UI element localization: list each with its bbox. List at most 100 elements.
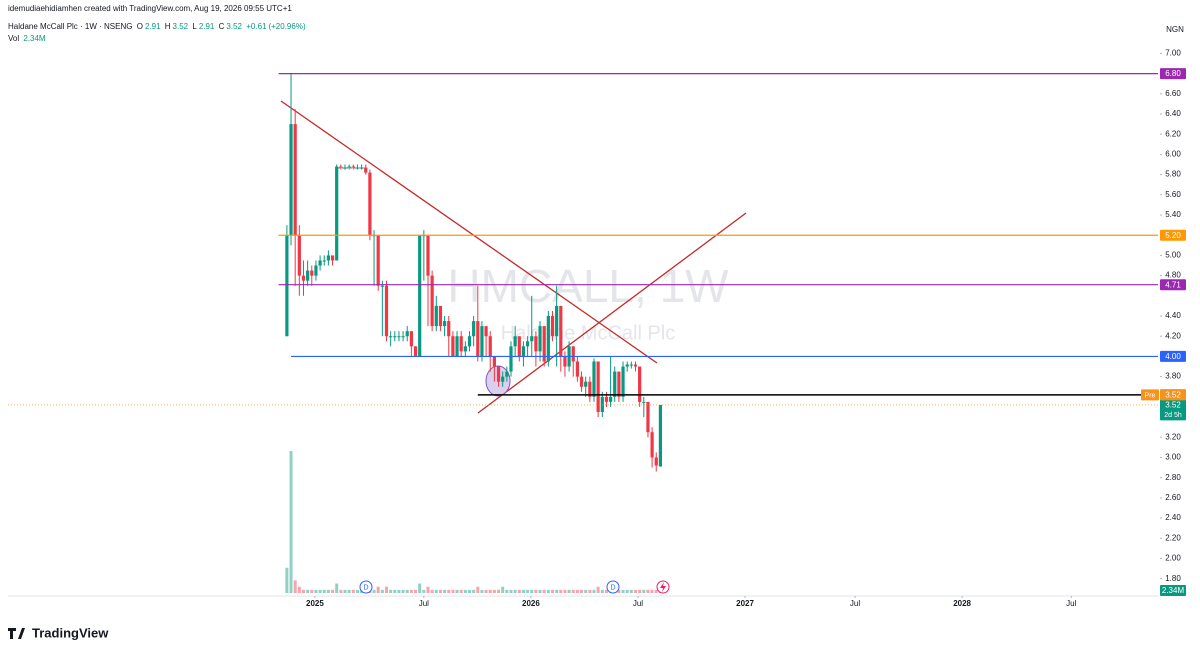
volume-bar bbox=[451, 589, 455, 593]
candle-body bbox=[364, 167, 368, 173]
candle-body bbox=[559, 305, 563, 357]
volume-bar bbox=[314, 589, 318, 593]
candle-body bbox=[393, 336, 397, 338]
candle-body bbox=[351, 166, 355, 168]
candle-body bbox=[650, 432, 654, 458]
volume-bar bbox=[430, 589, 434, 593]
volume-bar bbox=[484, 589, 488, 593]
pre-label: Pre bbox=[1145, 392, 1156, 399]
y-tick-label: 6.00 bbox=[1165, 150, 1181, 159]
volume-bar bbox=[580, 589, 584, 593]
volume-bar bbox=[418, 583, 422, 593]
y-tick-label: 2.80 bbox=[1165, 473, 1181, 482]
volume-bar bbox=[322, 589, 326, 593]
y-tick-label: 5.00 bbox=[1165, 251, 1181, 260]
candle-body bbox=[525, 341, 530, 347]
volume-bar bbox=[405, 589, 409, 593]
logo-mark bbox=[8, 628, 25, 639]
volume-bar bbox=[380, 589, 384, 593]
candle-body bbox=[451, 336, 455, 357]
dividend-icon[interactable] bbox=[606, 580, 620, 594]
candle-body bbox=[555, 305, 559, 337]
volume-bar bbox=[588, 589, 592, 593]
candle-body bbox=[314, 265, 318, 276]
volume-bar bbox=[397, 589, 401, 593]
volume-value: 2.34M bbox=[23, 34, 46, 43]
y-tick-label: 4.20 bbox=[1165, 331, 1181, 340]
x-tick-label: Jul bbox=[633, 599, 643, 608]
level-label: 5.20 bbox=[1165, 231, 1181, 240]
x-tick-label: Jul bbox=[1066, 599, 1076, 608]
volume-bar bbox=[509, 589, 513, 593]
x-tick-label: Jul bbox=[419, 599, 429, 608]
change-pct: (+20.96%) bbox=[268, 22, 306, 31]
candle-body bbox=[476, 321, 480, 357]
candle-body bbox=[359, 167, 364, 169]
dividend-label: D bbox=[610, 584, 615, 591]
dividend-icon[interactable] bbox=[359, 580, 373, 594]
level-label: 4.00 bbox=[1165, 352, 1181, 361]
dividend-label: D bbox=[363, 584, 368, 591]
candle-body bbox=[575, 361, 579, 377]
volume-bar bbox=[575, 589, 579, 593]
y-tick-label: 3.20 bbox=[1165, 432, 1181, 441]
x-tick-label: 2028 bbox=[953, 599, 971, 608]
volume-bar bbox=[409, 589, 413, 593]
volume-bar bbox=[335, 583, 339, 593]
volume-bar bbox=[592, 589, 596, 593]
volume-bar bbox=[488, 589, 492, 593]
countdown: 2d 5h bbox=[1164, 412, 1182, 419]
volume-bar bbox=[638, 589, 642, 593]
volume-bar bbox=[625, 589, 629, 593]
level-label: 6.80 bbox=[1165, 69, 1181, 78]
volume-bar bbox=[318, 589, 322, 593]
candle-body bbox=[459, 336, 463, 352]
volume-bar bbox=[293, 580, 297, 593]
candle-body bbox=[513, 336, 517, 347]
candle-body bbox=[405, 331, 409, 337]
change: +0.61 bbox=[246, 22, 267, 31]
volume-bar bbox=[443, 589, 447, 593]
y-tick-label: 6.40 bbox=[1165, 109, 1181, 118]
candle-body bbox=[658, 404, 662, 467]
candle-body bbox=[438, 305, 443, 327]
volume-bar bbox=[600, 589, 604, 593]
volume-bar bbox=[530, 589, 534, 593]
volume-bar bbox=[297, 586, 301, 593]
candle-body bbox=[409, 331, 413, 347]
credit: idemudiaehidiamhen created with TradingV… bbox=[8, 4, 294, 13]
volume-bar bbox=[306, 589, 310, 593]
candle-body bbox=[588, 381, 592, 397]
x-tick-label: 2026 bbox=[522, 599, 540, 608]
volume-bar bbox=[355, 589, 359, 593]
volume-bar bbox=[567, 589, 571, 593]
x-tick-label: 2027 bbox=[736, 599, 754, 608]
candle-body bbox=[579, 376, 584, 387]
volume-bar bbox=[621, 589, 625, 593]
candle-body bbox=[613, 371, 617, 397]
volume-bar bbox=[467, 589, 471, 593]
volume-bar bbox=[617, 589, 621, 593]
candle-body bbox=[600, 396, 604, 412]
symbol: Haldane McCall Plc · 1W · NSENG bbox=[8, 22, 133, 31]
candle-body bbox=[339, 166, 343, 168]
volume-bar bbox=[538, 589, 542, 593]
candle-body bbox=[496, 366, 501, 382]
candle-body bbox=[347, 166, 351, 168]
y-tick-label: 2.60 bbox=[1165, 493, 1181, 502]
level-badge bbox=[1160, 229, 1186, 241]
candle-body bbox=[521, 346, 526, 357]
y-tick-label: 4.40 bbox=[1165, 311, 1181, 320]
candle-body bbox=[538, 326, 542, 352]
volume-bar bbox=[347, 589, 351, 593]
volume-bar bbox=[513, 589, 517, 593]
level-badge bbox=[1160, 279, 1186, 291]
candle-body bbox=[484, 326, 488, 337]
y-tick-label: 4.80 bbox=[1165, 271, 1181, 280]
volume-bar bbox=[517, 589, 521, 593]
candle-body bbox=[430, 275, 434, 327]
candle-body bbox=[285, 235, 289, 337]
candle-body bbox=[293, 124, 297, 236]
candle-body bbox=[389, 336, 393, 338]
y-tick-label: 7.00 bbox=[1165, 48, 1181, 57]
